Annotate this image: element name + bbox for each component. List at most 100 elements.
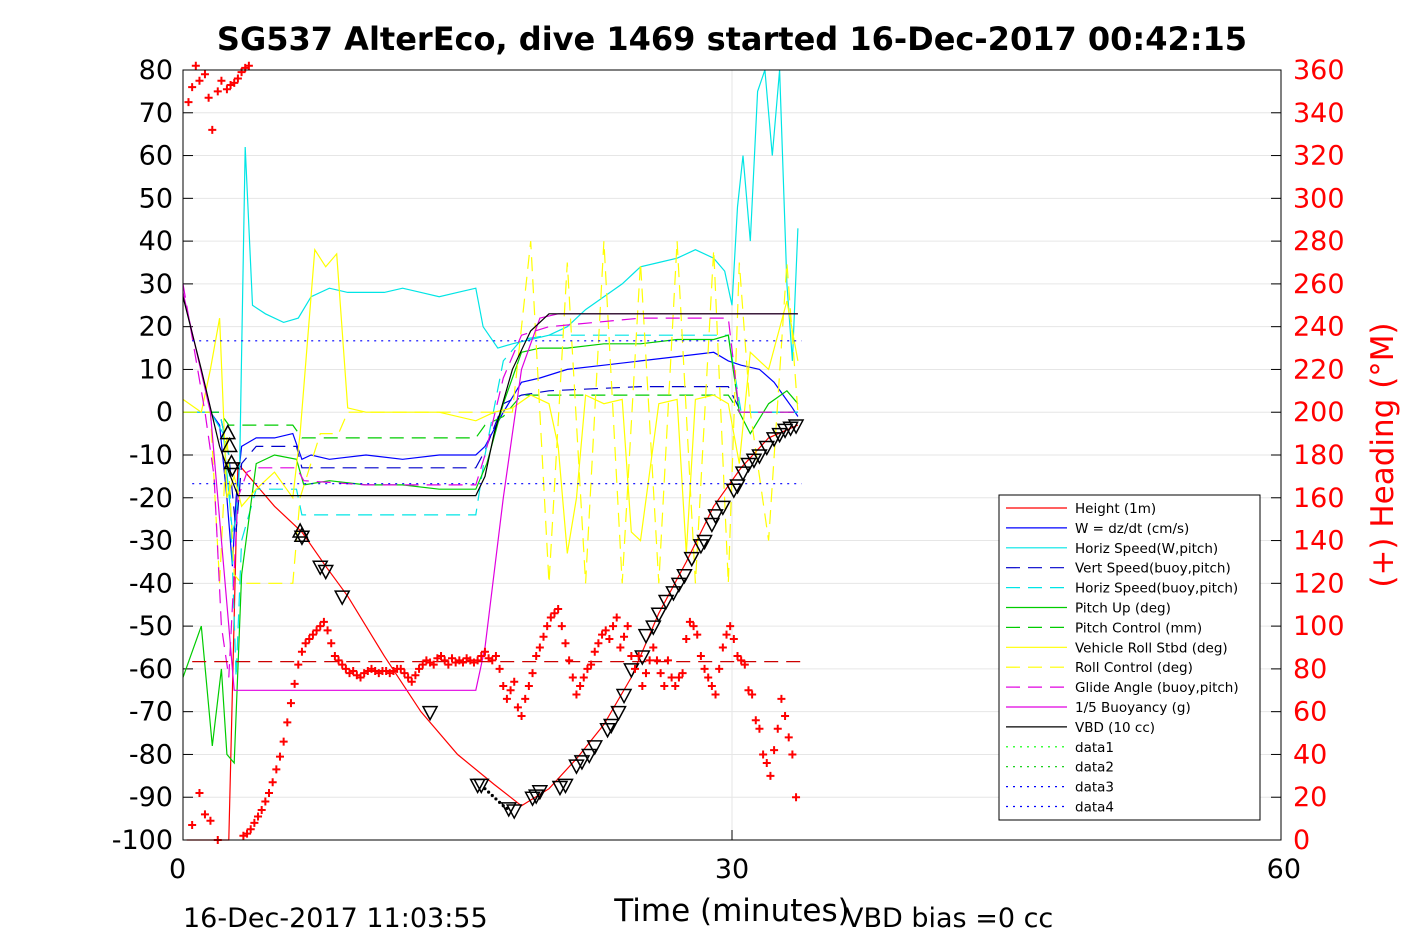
down-triangle-marker <box>293 530 311 546</box>
heading-marker <box>327 639 336 648</box>
heading-marker <box>733 652 742 661</box>
heading-marker <box>674 673 683 682</box>
heading-marker <box>356 673 365 682</box>
y-tick-label: 30 <box>139 269 173 300</box>
heading-marker <box>645 656 654 665</box>
heading-marker <box>440 656 449 665</box>
down-triangle-marker <box>573 755 591 771</box>
x-axis-label: Time (minutes) <box>613 893 849 929</box>
y-tick-label: -60 <box>129 654 173 685</box>
down-triangle-marker <box>670 577 688 593</box>
heading-marker <box>448 654 457 663</box>
heading-marker <box>200 70 209 79</box>
y-tick-label: -30 <box>129 526 173 557</box>
y2-tick-label: 40 <box>1293 739 1327 770</box>
down-triangle-marker <box>657 594 675 611</box>
heading-marker <box>722 630 731 639</box>
legend-label: data2 <box>1075 760 1114 776</box>
y2-tick-label: 240 <box>1293 312 1345 343</box>
down-triangle-marker <box>637 628 655 645</box>
heading-marker <box>524 682 533 690</box>
down-triangle-marker <box>524 791 541 807</box>
legend-label: 1/5 Buoyancy (g) <box>1075 700 1191 716</box>
heading-marker <box>230 78 239 87</box>
heading-marker <box>338 660 347 669</box>
heading-marker <box>587 660 596 669</box>
heading-marker <box>272 765 281 774</box>
down-triangle-marker <box>729 479 746 495</box>
heading-marker <box>609 622 618 631</box>
down-triangle-marker <box>473 778 490 794</box>
heading-marker <box>631 664 640 673</box>
heading-marker <box>594 639 603 648</box>
heading-marker <box>184 98 193 107</box>
legend-label: Horiz Speed(buoy,pitch) <box>1075 581 1238 597</box>
heading-marker <box>246 825 255 834</box>
legend-label: VBD (10 cc) <box>1075 720 1155 736</box>
heading-marker <box>349 667 358 676</box>
heading-marker <box>222 85 231 94</box>
series-line-7 <box>182 247 799 554</box>
heading-marker <box>682 634 691 643</box>
x-tick-label: 60 <box>1267 854 1301 885</box>
heading-marker <box>244 61 253 70</box>
heading-marker <box>257 806 266 815</box>
heading-marker <box>312 626 321 635</box>
heading-marker <box>400 669 409 678</box>
down-triangle-marker <box>610 705 627 722</box>
heading-marker <box>601 626 610 635</box>
heading-marker <box>305 634 314 643</box>
heading-marker <box>759 750 768 759</box>
down-triangle-marker <box>421 705 439 722</box>
y-tick-label: 0 <box>156 397 173 428</box>
heading-marker <box>407 677 416 686</box>
heading-marker <box>237 68 246 77</box>
down-triangle-marker <box>692 539 710 555</box>
y2-tick-label: 360 <box>1293 55 1345 86</box>
height-dot <box>505 806 509 810</box>
y2-tick-label: 300 <box>1293 183 1345 214</box>
heading-marker <box>265 788 274 797</box>
heading-points <box>184 61 801 844</box>
legend-label: Vehicle Roll Stbd (deg) <box>1075 640 1228 656</box>
heading-marker <box>748 690 757 699</box>
heading-marker <box>268 778 277 787</box>
heading-marker <box>308 630 317 639</box>
heading-marker <box>334 656 343 665</box>
y2-tick-label: 220 <box>1293 354 1345 385</box>
heading-marker <box>261 797 270 806</box>
heading-marker <box>495 664 504 673</box>
heading-marker <box>444 660 453 669</box>
y-tick-label: 50 <box>139 183 173 214</box>
down-triangle-marker <box>311 560 329 576</box>
height-markers <box>219 419 805 820</box>
heading-marker <box>279 737 288 746</box>
y-tick-label: 40 <box>139 226 173 257</box>
heading-marker <box>550 609 559 618</box>
heading-marker <box>696 652 705 661</box>
heading-marker <box>535 643 544 652</box>
heading-marker <box>726 622 735 631</box>
heading-marker <box>755 724 764 733</box>
heading-marker <box>286 699 295 708</box>
heading-marker <box>583 664 592 673</box>
heading-marker <box>612 613 621 622</box>
down-triangle-marker <box>751 449 768 465</box>
heading-marker <box>323 626 332 635</box>
heading-marker <box>429 660 438 669</box>
heading-marker <box>693 630 702 639</box>
heading-marker <box>195 788 204 797</box>
heading-marker <box>605 634 614 643</box>
heading-marker <box>275 752 284 761</box>
heading-marker <box>204 93 213 102</box>
down-triangle-marker <box>531 785 549 801</box>
heading-marker <box>213 87 222 96</box>
heading-marker <box>616 643 625 652</box>
up-triangle-marker <box>293 526 311 543</box>
legend-label: data3 <box>1075 780 1114 796</box>
y-tick-label: -90 <box>129 782 173 813</box>
down-triangle-marker <box>645 620 662 636</box>
heading-marker <box>557 622 566 631</box>
heading-marker <box>715 664 724 673</box>
legend-label: Pitch Up (deg) <box>1075 601 1171 617</box>
